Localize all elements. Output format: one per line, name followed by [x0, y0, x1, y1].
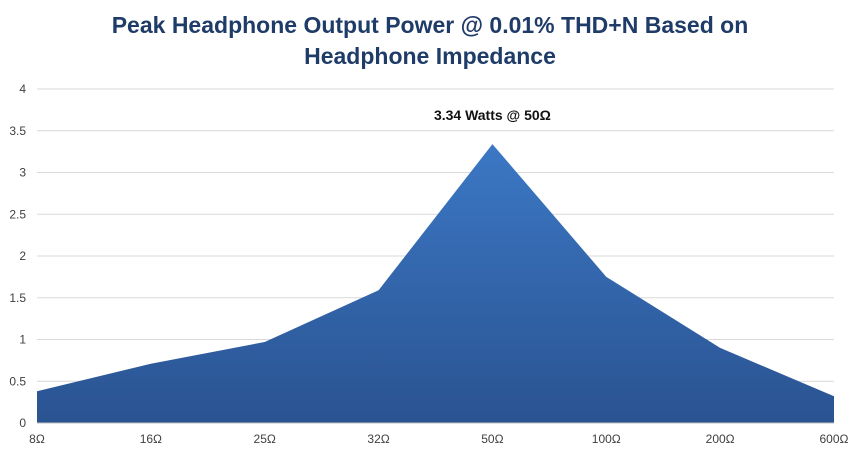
y-tick-label: 3: [19, 166, 26, 180]
data-label-peak: 3.34 Watts @ 50Ω: [434, 107, 551, 123]
y-tick-label: 3.5: [9, 124, 26, 138]
y-tick-label: 2: [19, 249, 26, 263]
x-tick-label: 8Ω: [29, 432, 45, 446]
x-tick-label: 100Ω: [592, 432, 621, 446]
area-series: [37, 144, 834, 424]
y-tick-label: 4: [19, 82, 26, 96]
x-tick-label: 600Ω: [820, 432, 849, 446]
y-tick-label: 0.5: [9, 374, 26, 388]
x-tick-label: 32Ω: [367, 432, 389, 446]
chart-title-line-2: Headphone Impedance: [304, 43, 556, 69]
chart-title: Peak Headphone Output Power @ 0.01% THD+…: [0, 10, 860, 72]
x-tick-label: 200Ω: [706, 432, 735, 446]
x-tick-label: 16Ω: [140, 432, 162, 446]
y-tick-label: 1: [19, 333, 26, 347]
y-tick-label: 1.5: [9, 291, 26, 305]
y-tick-label: 2.5: [9, 207, 26, 221]
y-tick-label: 0: [19, 416, 26, 430]
chart-title-line-1: Peak Headphone Output Power @ 0.01% THD+…: [111, 12, 749, 38]
x-tick-label: 25Ω: [254, 432, 276, 446]
x-tick-label: 50Ω: [481, 432, 503, 446]
